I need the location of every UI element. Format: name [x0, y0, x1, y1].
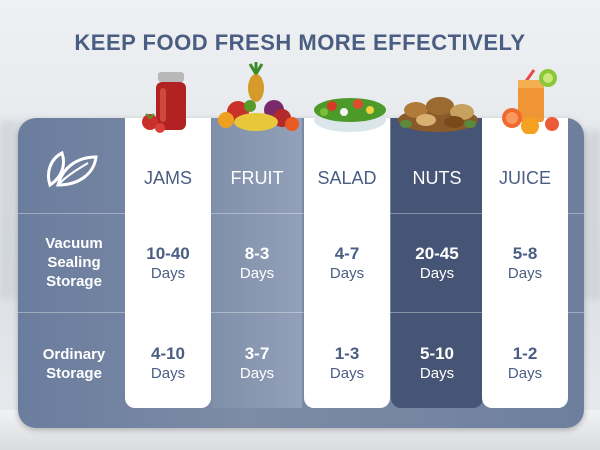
vacuum-value: 20-45	[415, 244, 459, 263]
column-header-fruit: FRUIT	[230, 168, 284, 188]
unit-label: Days	[507, 265, 543, 282]
unit-label: Days	[507, 365, 543, 382]
ordinary-value: 3-7	[244, 344, 270, 363]
row-divider	[18, 312, 584, 313]
row-label-vacuum: Vacuum Sealing Storage	[22, 234, 126, 291]
row-label-vacuum-text: Vacuum Sealing Storage	[45, 235, 103, 290]
unit-label: Days	[419, 365, 455, 382]
column-fruit	[212, 118, 302, 408]
unit-label: Days	[329, 265, 365, 282]
vacuum-cell-nuts: 20-45 Days	[392, 244, 482, 283]
row-label-ordinary: Ordinary Storage	[22, 345, 126, 383]
vacuum-cell-fruit: 8-3 Days	[212, 244, 302, 283]
column-salad	[304, 118, 390, 408]
unit-label: Days	[419, 265, 455, 282]
ordinary-value: 1-2	[512, 344, 538, 363]
vacuum-value: 10-40	[146, 244, 190, 263]
unit-label: Days	[239, 365, 275, 382]
unit-label: Days	[150, 365, 186, 382]
salad-bowl-icon	[314, 98, 386, 132]
column-header-salad: SALAD	[317, 168, 377, 188]
vacuum-cell-juice: 5-8 Days	[480, 244, 570, 283]
vacuum-cell-salad: 4-7 Days	[302, 244, 392, 283]
nuts-pile-icon	[398, 97, 478, 132]
juice-glass-icon	[502, 69, 559, 134]
page-title: KEEP FOOD FRESH MORE EFFECTIVELY	[74, 30, 526, 55]
ordinary-value: 5-10	[419, 344, 455, 363]
column-header-juice: JUICE	[498, 168, 551, 188]
column-nuts	[391, 118, 483, 408]
vacuum-cell-jams: 10-40 Days	[123, 244, 213, 283]
unit-label: Days	[329, 365, 365, 382]
unit-label: Days	[239, 265, 275, 282]
fruit-basket-icon	[218, 62, 299, 131]
column-header-jams: JAMS	[143, 168, 192, 188]
ordinary-cell-salad: 1-3 Days	[302, 344, 392, 383]
vacuum-value: 5-8	[512, 244, 538, 263]
vacuum-value: 4-7	[334, 244, 360, 263]
ordinary-cell-fruit: 3-7 Days	[212, 344, 302, 383]
ordinary-cell-nuts: 5-10 Days	[392, 344, 482, 383]
column-header-nuts: NUTS	[412, 168, 462, 188]
row-label-ordinary-text: Ordinary Storage	[42, 346, 106, 382]
column-juice	[482, 118, 568, 408]
vacuum-value: 8-3	[244, 244, 270, 263]
ordinary-value: 1-3	[334, 344, 360, 363]
column-jams	[125, 118, 211, 408]
leaf-logo-icon	[47, 150, 98, 188]
jam-jar-icon	[142, 72, 186, 133]
ordinary-cell-jams: 4-10 Days	[123, 344, 213, 383]
row-divider	[18, 213, 584, 214]
ordinary-value: 4-10	[150, 344, 186, 363]
unit-label: Days	[150, 265, 186, 282]
ordinary-cell-juice: 1-2 Days	[480, 344, 570, 383]
